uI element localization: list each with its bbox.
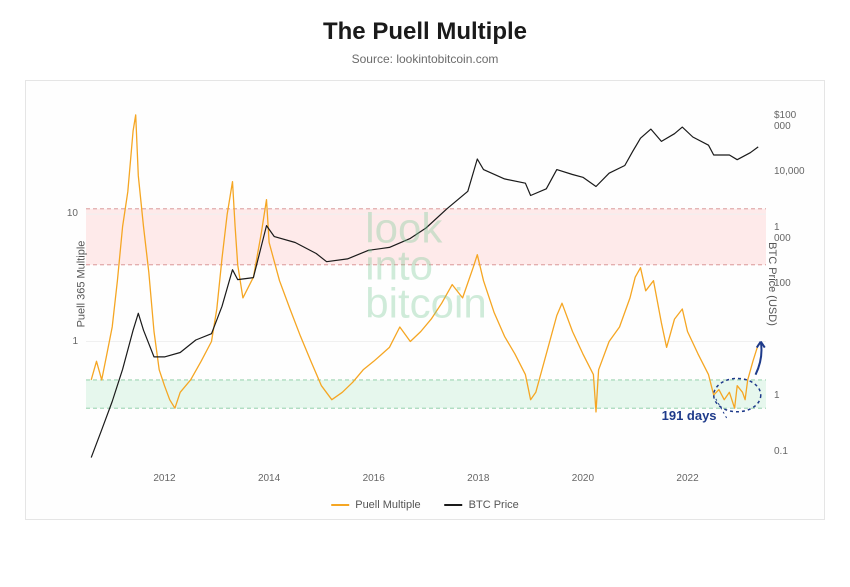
axis-tick: $100 000 bbox=[774, 110, 796, 132]
chart-title: The Puell Multiple bbox=[0, 0, 850, 46]
axis-tick: 100 bbox=[774, 278, 791, 289]
axis-tick: 10 bbox=[67, 208, 78, 219]
axis-tick: 2012 bbox=[153, 473, 175, 484]
axis-tick: 1 bbox=[774, 390, 780, 401]
axis-tick: 2014 bbox=[258, 473, 280, 484]
chart-subtitle: Source: lookintobitcoin.com bbox=[0, 52, 850, 66]
axis-tick: 1 bbox=[72, 336, 78, 347]
legend-label-puell: Puell Multiple bbox=[355, 499, 420, 511]
legend: Puell Multiple BTC Price bbox=[331, 499, 519, 511]
annotation-191-days: 191 days bbox=[662, 408, 717, 423]
legend-swatch-btc bbox=[445, 504, 463, 506]
axis-tick: 0.1 bbox=[774, 446, 788, 457]
legend-swatch-puell bbox=[331, 504, 349, 506]
plot-area: look into bitcoin Puell 365 Multiple BTC… bbox=[86, 99, 766, 469]
legend-label-btc: BTC Price bbox=[469, 499, 519, 511]
axis-tick: 10,000 bbox=[774, 166, 805, 177]
axis-tick: 2020 bbox=[572, 473, 594, 484]
y-left-axis-label: Puell 365 Multiple bbox=[75, 241, 87, 328]
chart-container: look into bitcoin Puell 365 Multiple BTC… bbox=[25, 80, 825, 520]
axis-tick: 2022 bbox=[676, 473, 698, 484]
axis-tick: 2016 bbox=[363, 473, 385, 484]
axis-tick: 1 000 bbox=[774, 222, 791, 244]
legend-item-btc: BTC Price bbox=[445, 499, 519, 511]
legend-item-puell: Puell Multiple bbox=[331, 499, 420, 511]
axis-tick: 2018 bbox=[467, 473, 489, 484]
